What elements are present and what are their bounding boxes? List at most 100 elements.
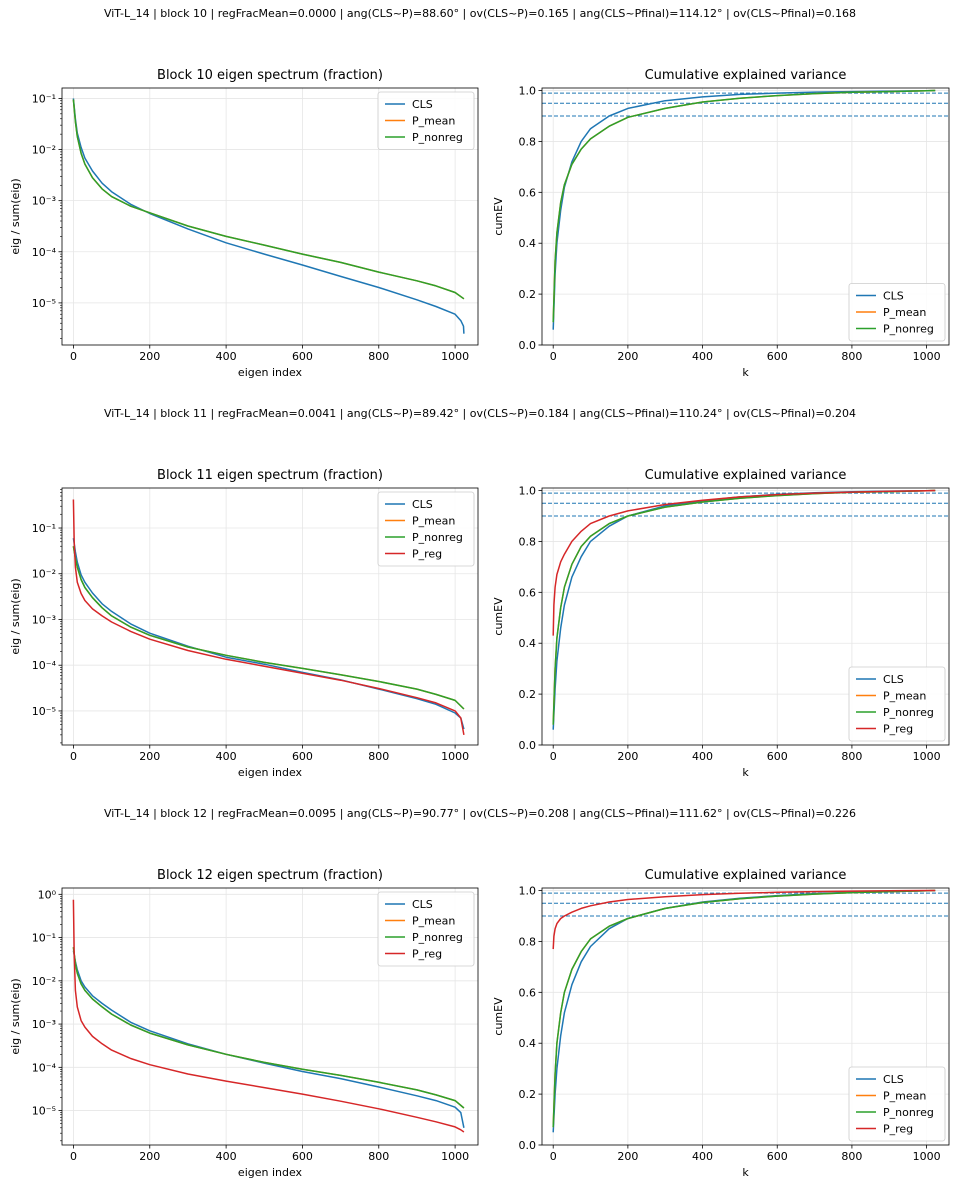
y-tick-label: 10⁻⁴ <box>32 1061 57 1074</box>
x-tick-label: 400 <box>692 350 713 363</box>
y-tick-label: 0.0 <box>519 1139 537 1152</box>
series-line-p-reg <box>552 489 936 636</box>
legend-label: P_nonreg <box>412 931 463 944</box>
legend-label: P_reg <box>883 1123 913 1136</box>
series-line-p-reg <box>552 889 936 950</box>
y-tick-label: 1.0 <box>519 885 537 898</box>
y-tick-label: 0.2 <box>519 1088 537 1101</box>
panel-title: Cumulative explained variance <box>645 468 847 483</box>
x-tick-label: 400 <box>692 1150 713 1163</box>
legend-box <box>377 491 475 567</box>
block10-spectrum-panel: 0 200 400 600 800 1000 10⁻⁵ 10⁻⁴ 10⁻³ 10⁻² 10⁻¹ Blo… <box>9 68 479 379</box>
legend-label: P_reg <box>412 948 442 961</box>
y-tick-label: 1.0 <box>519 485 537 498</box>
series-line-p-reg <box>72 499 465 736</box>
series-line-p-nonreg <box>72 947 465 1109</box>
legend-label: CLS <box>883 673 904 686</box>
y-tick-label: 0.8 <box>519 935 537 948</box>
series-line-p-nonreg <box>72 546 465 710</box>
axes-frame <box>61 87 479 346</box>
panel-title: Block 12 eigen spectrum (fraction) <box>157 868 383 883</box>
y-tick-label: 10⁻⁵ <box>32 1105 56 1118</box>
legend-label: CLS <box>412 898 433 911</box>
legend: CLS P_mean P_nonreg P_reg <box>848 666 946 742</box>
x-tick-label: 800 <box>841 750 862 763</box>
legend-label: P_reg <box>883 723 913 736</box>
y-tick-label: 0.2 <box>519 688 537 701</box>
y-tick-label: 10⁻⁴ <box>32 246 57 259</box>
y-tick-label: 0.8 <box>519 135 537 148</box>
x-tick-label: 1000 <box>913 1150 941 1163</box>
x-axis-label: eigen index <box>238 766 303 779</box>
y-tick-label: 0.0 <box>519 339 537 352</box>
y-tick-label: 10⁻² <box>32 975 56 988</box>
x-tick-label: 800 <box>368 1150 389 1163</box>
series-line-p-nonreg <box>552 889 936 1128</box>
x-tick-label: 400 <box>692 750 713 763</box>
legend: CLS P_mean P_nonreg <box>848 283 946 342</box>
x-tick-label: 200 <box>139 1150 160 1163</box>
y-tick-label: 0.4 <box>519 237 537 250</box>
x-tick-label: 600 <box>292 750 313 763</box>
y-tick-label: 0.8 <box>519 535 537 548</box>
x-tick-label: 600 <box>292 1150 313 1163</box>
series-line-p-mean <box>72 947 465 1109</box>
legend-label: P_mean <box>883 690 926 703</box>
legend-label: P_nonreg <box>412 531 463 544</box>
y-axis-label: cumEV <box>492 597 505 636</box>
x-tick-label: 1000 <box>441 750 469 763</box>
legend-label: P_mean <box>412 115 455 128</box>
legend-label: CLS <box>412 498 433 511</box>
panel-title: Cumulative explained variance <box>645 868 847 883</box>
y-tick-label: 0.6 <box>519 186 537 199</box>
block10-cumev-panel: 0 200 400 600 800 1000 0.0 0.2 0.4 0.6 0.8 1.0 Cumul… <box>492 68 950 379</box>
figure-suptitle: ViT-L_14 | block 12 | regFracMean=0.0095… <box>104 807 856 820</box>
x-axis-label: k <box>742 766 749 779</box>
x-tick-label: 0 <box>550 1150 557 1163</box>
legend-label: P_nonreg <box>883 706 934 719</box>
y-tick-label: 0.0 <box>519 739 537 752</box>
y-tick-label: 10⁻² <box>32 568 56 581</box>
legend: CLS P_mean P_nonreg P_reg <box>377 891 475 967</box>
x-tick-label: 200 <box>139 350 160 363</box>
block11-spectrum-panel: 0 200 400 600 800 1000 10⁻⁵ 10⁻⁴ 10⁻³ 10⁻² 10⁻¹ Blo… <box>9 468 479 779</box>
series-line-cls <box>72 538 465 730</box>
y-tick-label: 10⁻³ <box>32 1018 56 1031</box>
y-tick-label: 10⁻⁵ <box>32 297 56 310</box>
x-tick-label: 200 <box>617 750 638 763</box>
x-tick-label: 400 <box>216 350 237 363</box>
y-axis-label: eig / sum(eig) <box>9 178 22 254</box>
x-tick-label: 0 <box>70 350 77 363</box>
legend-box <box>848 666 946 742</box>
legend-label: P_mean <box>883 306 926 319</box>
axes-frame <box>541 87 950 346</box>
legend-label: P_nonreg <box>883 323 934 336</box>
y-tick-label: 0.6 <box>519 986 537 999</box>
y-tick-label: 10⁰ <box>38 888 57 901</box>
x-tick-label: 0 <box>550 750 557 763</box>
x-tick-label: 0 <box>70 1150 77 1163</box>
x-tick-label: 800 <box>841 1150 862 1163</box>
y-axis-label: cumEV <box>492 997 505 1036</box>
x-tick-label: 0 <box>70 750 77 763</box>
panel-title: Block 11 eigen spectrum (fraction) <box>157 468 383 483</box>
legend-label: P_mean <box>883 1090 926 1103</box>
legend-box <box>377 91 475 150</box>
x-tick-label: 1000 <box>913 350 941 363</box>
y-tick-label: 10⁻¹ <box>32 522 56 535</box>
y-tick-label: 0.6 <box>519 586 537 599</box>
y-tick-label: 0.4 <box>519 1037 537 1050</box>
legend-label: P_reg <box>412 548 442 561</box>
axes-frame <box>541 887 950 1146</box>
x-tick-label: 800 <box>368 750 389 763</box>
legend-label: CLS <box>883 1073 904 1086</box>
block11-cumev-panel: 0 200 400 600 800 1000 0.0 0.2 0.4 0.6 0.8 1.0 Cumul… <box>492 468 950 779</box>
y-tick-label: 1.0 <box>519 85 537 98</box>
x-tick-label: 600 <box>767 350 788 363</box>
legend-box <box>848 1066 946 1142</box>
y-tick-label: 10⁻⁵ <box>32 705 56 718</box>
x-tick-label: 800 <box>841 350 862 363</box>
x-tick-label: 200 <box>617 350 638 363</box>
axes-frame <box>61 887 479 1146</box>
series-line-p-nonreg <box>72 99 465 300</box>
